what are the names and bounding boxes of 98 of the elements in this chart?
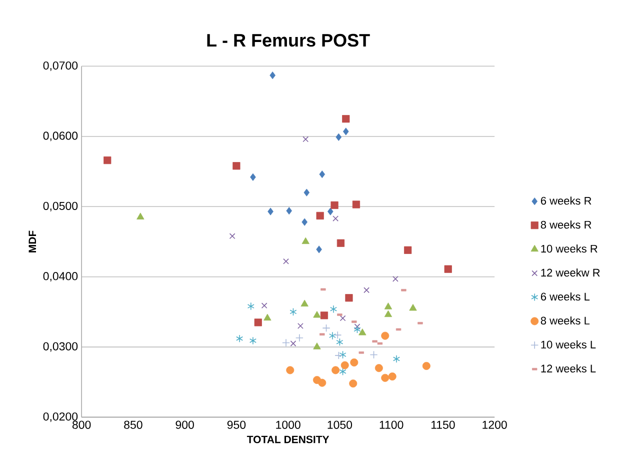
x-tick-label: 1000 <box>276 420 300 429</box>
point <box>336 133 342 141</box>
point <box>339 368 346 376</box>
y-tick-label: 0,0300 <box>43 342 78 352</box>
point <box>328 208 334 216</box>
point <box>342 115 350 123</box>
point <box>286 207 292 215</box>
point <box>261 302 268 309</box>
point <box>330 201 338 209</box>
point <box>247 302 254 310</box>
point <box>340 315 346 322</box>
point <box>268 208 274 216</box>
point <box>444 265 452 273</box>
legend-label: 12 weekw R <box>541 268 600 277</box>
point <box>384 302 392 310</box>
point <box>334 331 342 340</box>
legend-label: 10 weeks L <box>541 340 596 348</box>
legend-label: 6 weeks R <box>540 196 592 205</box>
point <box>264 314 272 321</box>
point <box>392 276 398 282</box>
legend-label: 8 weeks R <box>540 220 592 229</box>
point <box>229 233 236 240</box>
point <box>358 328 366 336</box>
y-tick-label: 0,0700 <box>43 61 78 71</box>
y-tick-label: 0,0600 <box>43 132 78 142</box>
point <box>319 170 326 178</box>
point <box>290 308 297 316</box>
point <box>300 300 308 306</box>
legend-label: 10 weeks R <box>541 244 598 253</box>
point <box>302 218 308 226</box>
point <box>340 361 349 370</box>
chart-title: L - R Femurs POST <box>207 34 370 47</box>
point <box>320 312 328 320</box>
point <box>381 374 390 382</box>
legend-label: 8 weeks L <box>540 316 590 325</box>
point <box>349 380 358 388</box>
y-tick-label: 0,0200 <box>43 412 78 422</box>
x-axis-title: TOTAL DENSITY <box>246 436 330 444</box>
point <box>304 188 310 196</box>
point <box>250 173 256 181</box>
point <box>236 334 244 343</box>
x-tick-label: 1200 <box>482 420 507 429</box>
point <box>342 128 349 136</box>
x-tick-label: 850 <box>124 420 142 429</box>
point <box>370 350 378 359</box>
point <box>290 340 296 346</box>
point <box>336 239 345 247</box>
point <box>104 156 112 164</box>
point <box>295 334 304 342</box>
point <box>336 338 344 346</box>
point <box>254 318 262 326</box>
point <box>332 216 339 222</box>
point <box>283 258 289 264</box>
point <box>270 72 276 80</box>
x-tick-label: 1100 <box>380 420 404 429</box>
x-tick-label: 800 <box>72 420 91 429</box>
point <box>404 246 412 254</box>
point <box>354 325 361 334</box>
point <box>422 362 430 370</box>
point <box>136 212 144 220</box>
point <box>364 287 370 294</box>
point <box>302 136 309 142</box>
point <box>328 332 336 340</box>
point <box>345 294 353 302</box>
point <box>330 305 338 314</box>
point <box>332 366 340 374</box>
point <box>334 351 343 360</box>
x-tick-label: 950 <box>227 420 246 429</box>
point <box>322 324 330 332</box>
point <box>302 237 310 244</box>
point <box>318 378 326 387</box>
point <box>388 372 396 380</box>
legend-label: 6 weeks L <box>540 292 590 301</box>
y-tick-label: 0,0400 <box>43 272 78 282</box>
point <box>249 336 256 345</box>
x-tick-label: 900 <box>176 420 194 429</box>
point <box>409 304 417 311</box>
point <box>286 366 294 374</box>
point <box>350 358 358 366</box>
point <box>282 338 290 347</box>
point <box>313 342 321 350</box>
point <box>313 311 321 318</box>
point <box>352 200 360 208</box>
point <box>384 310 392 318</box>
point <box>316 212 324 220</box>
point <box>232 162 240 170</box>
point <box>316 246 322 254</box>
x-tick-label: 1050 <box>328 420 352 429</box>
point <box>374 364 383 372</box>
y-tick-label: 0,0500 <box>43 202 78 212</box>
point <box>298 322 304 329</box>
point <box>354 324 360 330</box>
point <box>392 354 400 363</box>
legend-label: 12 weeks L <box>541 364 596 372</box>
x-tick-label: 1150 <box>431 420 455 429</box>
y-axis-title: MDF <box>28 230 36 252</box>
point <box>339 350 346 359</box>
point <box>381 332 390 340</box>
